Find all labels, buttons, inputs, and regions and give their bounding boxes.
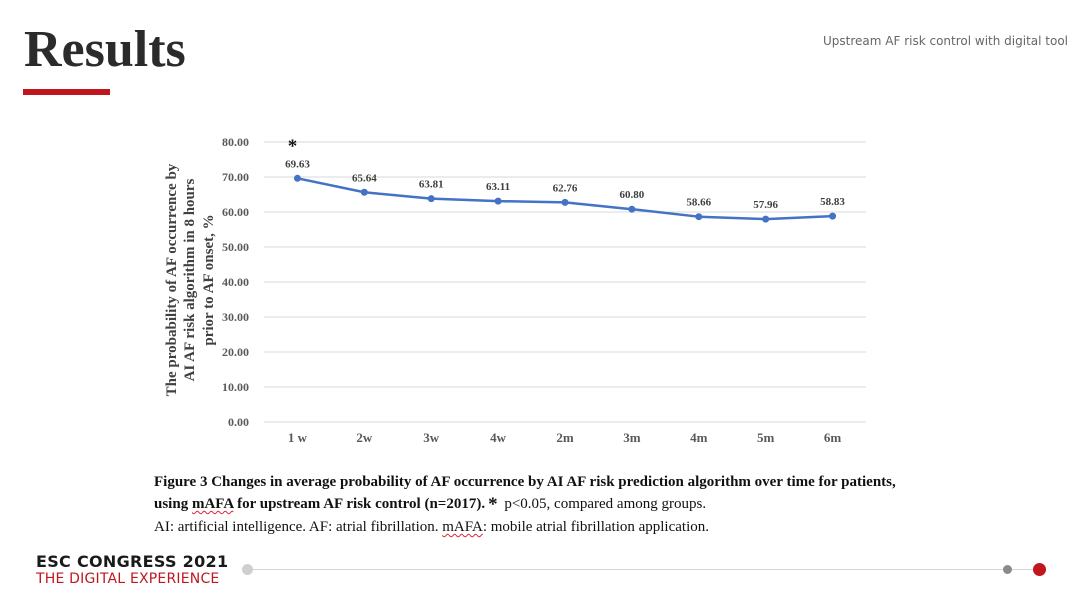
y-axis-label-line: AI AF risk algorithm in 8 hours: [182, 178, 198, 381]
esc-congress-logo: ESC CONGRESS 2021 THE DIGITAL EXPERIENCE: [36, 552, 229, 588]
caption-line-3: AI: artificial intelligence. AF: atrial …: [154, 519, 709, 535]
x-tick-label: 3m: [623, 430, 641, 445]
x-tick-label: 4w: [490, 430, 507, 445]
y-tick-label: 50.00: [222, 240, 249, 254]
progress-mid-dot: [1003, 565, 1012, 574]
y-tick-label: 80.00: [222, 135, 249, 149]
data-point: [360, 188, 368, 196]
data-point: [695, 213, 703, 221]
data-labels: 69.63 65.64 63.81 63.11 62.76 60.80 58.66 57.96…: [285, 158, 845, 211]
x-tick-label: 6m: [824, 430, 842, 445]
slide-title: Results: [24, 21, 186, 78]
footer-congress-name: ESC CONGRESS 2021: [36, 552, 229, 571]
x-tick-label: 3w: [423, 430, 440, 445]
data-label: 58.66: [686, 197, 711, 209]
x-tick-label: 1 w: [288, 430, 308, 445]
data-point: [628, 205, 636, 213]
y-axis-label-line: prior to AF onset, %: [201, 214, 217, 345]
x-tick-label: 2w: [356, 430, 373, 445]
data-point: [494, 197, 502, 205]
data-label: 69.63: [285, 158, 310, 170]
data-point: [762, 215, 770, 223]
progress-end-dot: [1033, 563, 1046, 576]
data-label: 63.81: [419, 179, 444, 191]
y-tick-label: 30.00: [222, 310, 249, 324]
data-point: [561, 198, 569, 206]
y-tick-label: 40.00: [222, 275, 249, 289]
caption-line-2: using mAFA for upstream AF risk control …: [154, 494, 707, 515]
progress-start-dot: [242, 564, 253, 575]
data-label: 63.11: [486, 181, 510, 193]
title-underline: [23, 89, 110, 95]
data-label: 57.96: [753, 199, 778, 211]
data-label: 62.76: [553, 182, 578, 194]
y-tick-label: 0.00: [228, 415, 249, 429]
y-tick-label: 10.00: [222, 380, 249, 394]
y-tick-labels: 0.00 10.00 20.00 30.00 40.00 50.00 60.00 70.00 8…: [222, 135, 249, 429]
footer-tagline: THE DIGITAL EXPERIENCE: [36, 571, 220, 587]
data-label: 58.83: [820, 196, 845, 208]
data-points: [293, 174, 837, 223]
y-tick-label: 60.00: [222, 205, 249, 219]
x-tick-label: 5m: [757, 430, 775, 445]
header-subtitle: Upstream AF risk control with digital to…: [823, 34, 1068, 48]
grid-lines: [264, 141, 866, 423]
annotations: *: [288, 136, 298, 157]
significance-annotation: *: [288, 136, 298, 157]
y-tick-label: 20.00: [222, 345, 249, 359]
data-label: 65.64: [352, 172, 377, 184]
x-tick-label: 2m: [556, 430, 574, 445]
data-point: [829, 212, 837, 220]
y-axis-label: The probability of AF occurrence by AI AF…: [164, 163, 217, 396]
data-point: [293, 174, 301, 182]
figure-caption: Figure 3 Changes in average probability …: [154, 471, 964, 538]
y-tick-label: 70.00: [222, 170, 249, 184]
significance-star: *: [488, 494, 498, 515]
line-chart: 0.00 10.00 20.00 30.00 40.00 50.00 60.00 70.00 8…: [164, 135, 866, 445]
caption-line-1: Figure 3 Changes in average probability …: [154, 474, 896, 490]
x-tick-label: 4m: [690, 430, 708, 445]
slide-progress-track: [247, 569, 1040, 570]
data-label: 60.80: [620, 189, 645, 201]
x-tick-labels: 1 w 2w 3w 4w 2m 3m 4m 5m 6m: [288, 430, 842, 445]
data-point: [427, 195, 435, 203]
y-axis-label-line: The probability of AF occurrence by: [164, 163, 180, 396]
